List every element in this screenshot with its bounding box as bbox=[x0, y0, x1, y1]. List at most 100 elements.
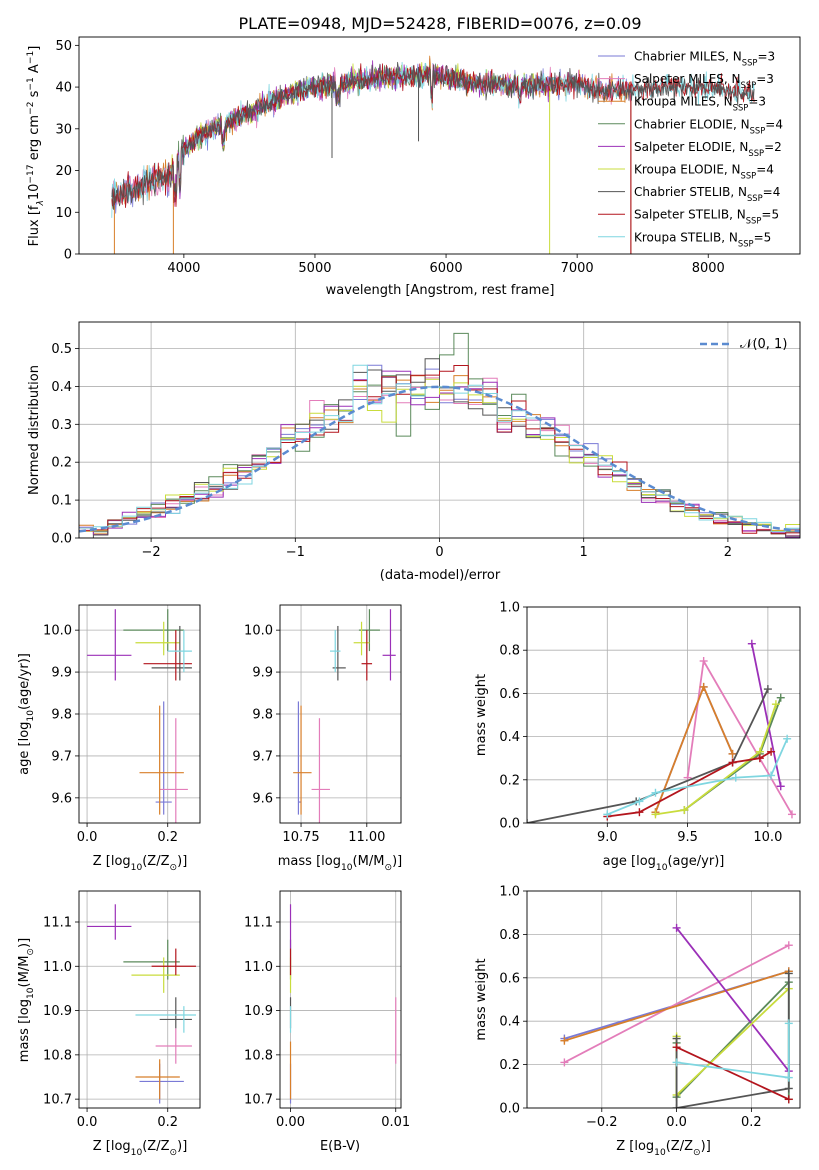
y-axis-label: mass weight bbox=[474, 958, 489, 1040]
y-tick-label: 0.3 bbox=[51, 418, 72, 433]
y-tick-label: 1.0 bbox=[499, 601, 520, 616]
mass-age-axes: 10.75 11.00 9.6 9.7 9.8 9.9 10.0 mass [log10(M/… bbox=[244, 604, 402, 873]
y-tick-label: 0.2 bbox=[499, 1058, 520, 1073]
y-tick-label: 0.4 bbox=[499, 1015, 520, 1030]
legend-label: Salpeter STELIB, NSSP=5 bbox=[634, 208, 779, 226]
label-part: Kroupa MILES, N bbox=[634, 95, 733, 109]
label-part: SSP bbox=[747, 193, 763, 203]
label-part: mass [log bbox=[278, 854, 341, 869]
label-part: Chabrier MILES, N bbox=[634, 50, 742, 64]
y-tick-label: 0.0 bbox=[499, 1102, 520, 1117]
plot-area bbox=[87, 609, 192, 823]
x-tick-label: 0 bbox=[435, 545, 443, 560]
label-part: age [log bbox=[17, 722, 32, 775]
label-part: ⊙ bbox=[26, 948, 36, 956]
label-part: Chabrier STELIB, N bbox=[634, 185, 747, 199]
label-part: −2 bbox=[26, 102, 36, 115]
plot-area bbox=[87, 904, 196, 1104]
y-tick-label: 30 bbox=[55, 122, 72, 137]
label-part: =4 bbox=[756, 163, 774, 177]
label-part: SSP bbox=[741, 171, 757, 181]
label-part: ⊙ bbox=[693, 1148, 701, 1158]
age-weight-axes: 9.0 9.5 10.0 0.0 0.2 0.4 0.6 0.8 1.0 mass weight a… bbox=[474, 601, 801, 873]
y-tick-label: 0.0 bbox=[51, 532, 72, 547]
z-mass-axes: 0.0 0.210.710.810.911.011.1Z [log10(Z/Z⊙)… bbox=[17, 890, 201, 1158]
axes-frame bbox=[526, 890, 801, 1109]
axes-frame bbox=[78, 890, 201, 1109]
y-tick-label: 11.0 bbox=[43, 960, 72, 975]
y-tick-label: 0.8 bbox=[499, 928, 520, 943]
x-axis-label: wavelength [Angstrom, rest frame] bbox=[326, 283, 555, 298]
label-part: Z [log bbox=[93, 1139, 131, 1154]
label-part: Flux [f bbox=[27, 205, 42, 246]
weight-line-salpeter-stelib bbox=[676, 1046, 790, 1101]
label-part: erg cm bbox=[27, 115, 42, 164]
x-tick-label: 0.2 bbox=[157, 830, 178, 845]
weight-line-kroupa-elodie bbox=[675, 987, 790, 1096]
x-tick-label: 9.5 bbox=[677, 830, 698, 845]
axes-frame bbox=[279, 890, 402, 1109]
plot-area bbox=[560, 923, 793, 1108]
x-tick-label: 0.0 bbox=[77, 830, 98, 845]
label-part: Z [log bbox=[93, 854, 131, 869]
weight-line-chabrier-stelib bbox=[527, 688, 769, 823]
label-part: =5 bbox=[761, 208, 779, 222]
label-part: 10 bbox=[26, 710, 36, 722]
label-part: mass [log bbox=[17, 999, 32, 1062]
histogram-kroupa-stelib bbox=[79, 364, 800, 533]
x-tick-label: 0.0 bbox=[77, 1115, 98, 1130]
y-tick-label: 9.9 bbox=[252, 666, 273, 681]
x-axis-label: Z [log10(Z/Z⊙)] bbox=[93, 1139, 188, 1158]
y-tick-label: 0 bbox=[64, 248, 72, 263]
axes-frame bbox=[526, 606, 801, 824]
label-part: 10 bbox=[131, 863, 143, 873]
y-axis-label: Normed distribution bbox=[27, 365, 42, 495]
y-tick-label: 1.0 bbox=[499, 885, 520, 900]
label-part: Salpeter MILES, N bbox=[634, 72, 741, 86]
legend-label: Kroupa STELIB, NSSP=5 bbox=[634, 230, 771, 248]
x-tick-label: 10.0 bbox=[753, 830, 782, 845]
x-axis-label: Z [log10(Z/Z⊙)] bbox=[93, 854, 188, 873]
label-part: )] bbox=[177, 854, 187, 869]
y-tick-label: 0.6 bbox=[499, 971, 520, 986]
y-tick-label: 0.2 bbox=[499, 773, 520, 788]
label-part: 10 bbox=[26, 987, 36, 999]
x-tick-label: 0.2 bbox=[157, 1115, 178, 1130]
x-axis-label: E(B-V) bbox=[320, 1139, 360, 1154]
z-age-axes: 0.0 0.29.69.79.89.910.0Z [log10(Z/Z⊙)]age… bbox=[17, 604, 201, 873]
label-part: (Z/Z bbox=[142, 1139, 169, 1154]
x-tick-label: 8000 bbox=[692, 261, 725, 276]
y-tick-label: 9.7 bbox=[51, 749, 72, 764]
label-part: )] bbox=[392, 854, 402, 869]
label-part: =3 bbox=[756, 72, 774, 86]
y-tick-label: 0.8 bbox=[499, 644, 520, 659]
y-tick-label: 0.4 bbox=[499, 730, 520, 745]
plot-area bbox=[293, 609, 396, 823]
y-tick-label: 9.8 bbox=[252, 708, 273, 723]
label-part: (Z/Z bbox=[142, 854, 169, 869]
z-weight-axes: −0.2 0.0 0.2 0.0 0.2 0.4 0.6 0.8 1.0 mass weight Z… bbox=[474, 885, 801, 1158]
weight-line-chabrier-miles bbox=[654, 686, 734, 813]
x-tick-label: 0.0 bbox=[666, 1115, 687, 1130]
label-part: Kroupa ELODIE, N bbox=[634, 163, 741, 177]
label-part: =3 bbox=[748, 95, 766, 109]
legend-label: Kroupa ELODIE, NSSP=4 bbox=[634, 163, 774, 181]
label-part: −1 bbox=[26, 77, 36, 90]
y-tick-label: 10.0 bbox=[244, 624, 273, 639]
spectrum-legend: Chabrier MILES, N SSP =3 Salpeter MILES, N S… bbox=[598, 50, 783, 248]
label-part: ⊙ bbox=[384, 863, 392, 873]
label-part: )] bbox=[17, 938, 32, 948]
label-part: age [log bbox=[603, 854, 656, 869]
x-axis-label: age [log10(age/yr)] bbox=[603, 854, 725, 873]
y-tick-label: 10.9 bbox=[43, 1004, 72, 1019]
y-tick-label: 10.9 bbox=[244, 1004, 273, 1019]
y-tick-label: 10.7 bbox=[244, 1093, 273, 1108]
x-tick-label: 6000 bbox=[430, 261, 463, 276]
histogram-salpeter-stelib bbox=[79, 365, 800, 535]
y-tick-label: 11.1 bbox=[244, 916, 273, 931]
plot-area bbox=[111, 55, 755, 254]
label-part: λ bbox=[36, 200, 46, 206]
y-tick-label: 9.6 bbox=[252, 791, 273, 806]
label-part: Salpeter ELODIE, N bbox=[634, 140, 748, 154]
label-part: (Z/Z bbox=[666, 1139, 693, 1154]
